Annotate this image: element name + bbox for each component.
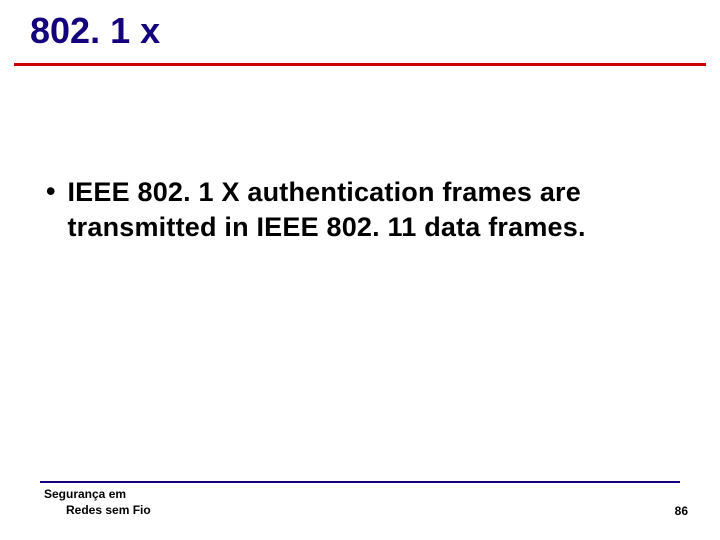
slide-title: 802. 1 x — [30, 10, 160, 52]
footer-text: Segurança em Redes sem Fio — [44, 486, 151, 518]
footer-line-2: Redes sem Fio — [44, 502, 151, 518]
content-area: • IEEE 802. 1 X authentication frames ar… — [46, 175, 690, 244]
page-number: 86 — [675, 504, 688, 518]
footer-rule — [40, 481, 680, 483]
bullet-item: • IEEE 802. 1 X authentication frames ar… — [46, 175, 690, 244]
footer-line-1: Segurança em — [44, 486, 151, 502]
bullet-marker: • — [46, 175, 55, 209]
slide: 802. 1 x • IEEE 802. 1 X authentication … — [0, 0, 720, 540]
title-underline — [14, 63, 706, 66]
bullet-text: IEEE 802. 1 X authentication frames are … — [67, 175, 690, 244]
